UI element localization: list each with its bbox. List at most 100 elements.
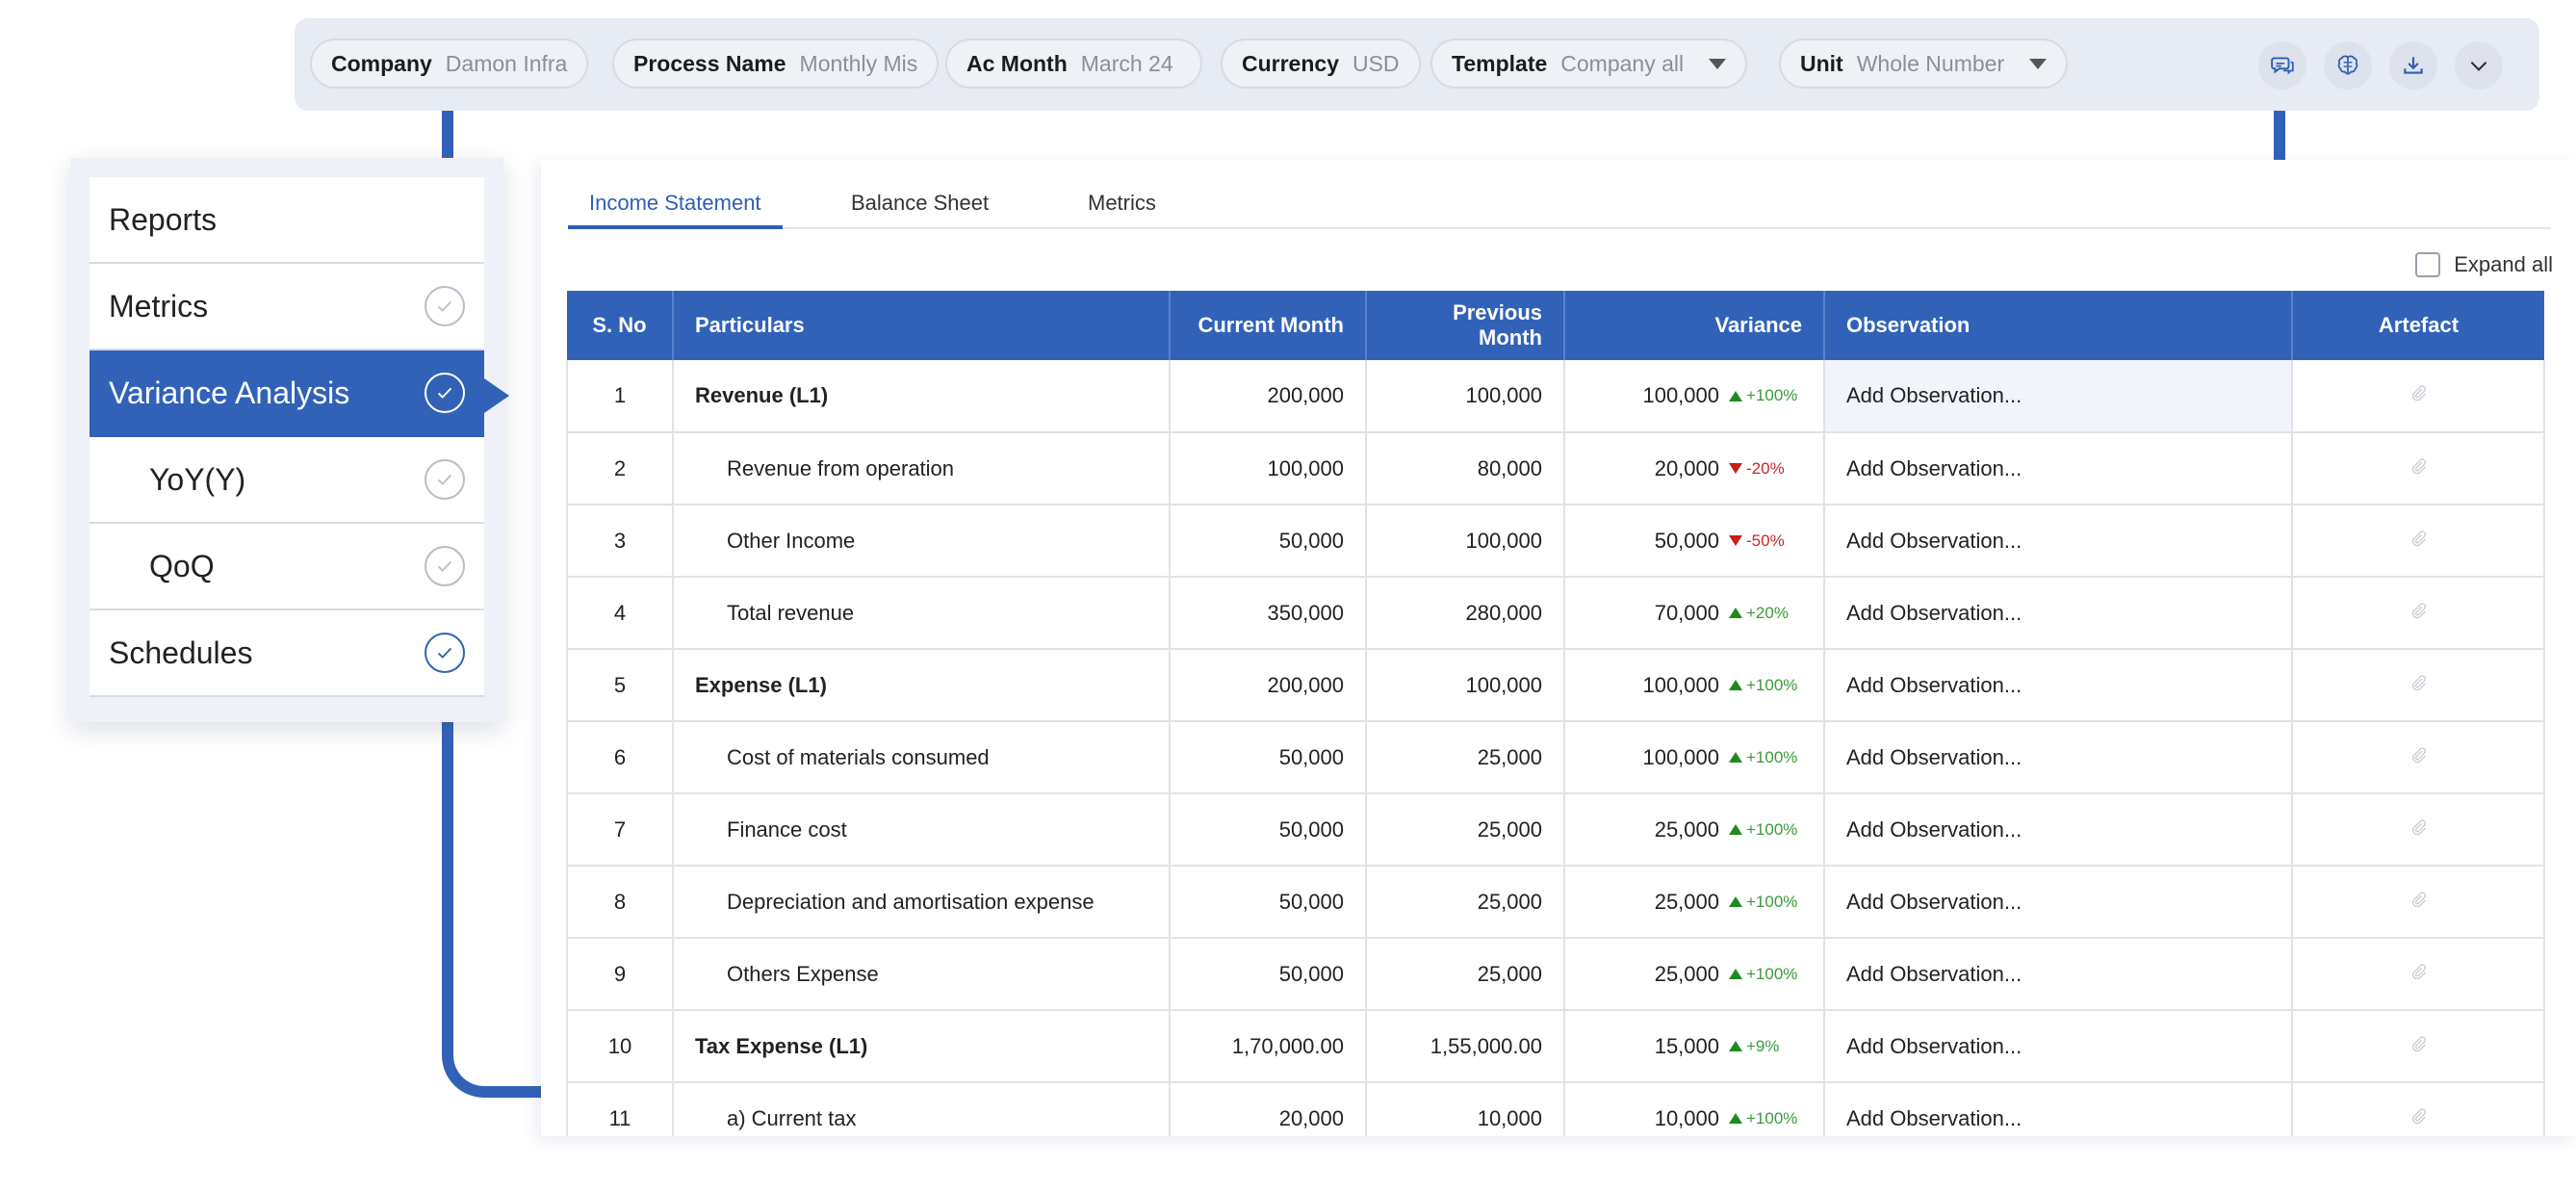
process-name-filter[interactable]: Process Name Monthly Mis <box>612 39 940 89</box>
menu-item-label: QoQ <box>149 548 215 583</box>
variance-badge: -20% <box>1729 459 1802 479</box>
menu-item-qoq[interactable]: QoQ <box>90 524 484 610</box>
header-sno: S. No <box>567 291 674 360</box>
tab-metrics[interactable]: Metrics <box>1088 191 1156 215</box>
variance-badge: -50% <box>1729 531 1802 551</box>
variance-percent: +100% <box>1746 747 1798 766</box>
variance-cell: 100,000 +100% <box>1564 649 1825 722</box>
menu-item-schedules[interactable]: Schedules <box>90 610 484 697</box>
artefact-cell[interactable] <box>2292 360 2545 433</box>
filter-value: USD <box>1352 50 1400 76</box>
add-observation-link[interactable]: Add Observation... <box>1824 1082 2293 1136</box>
sno-cell: 4 <box>566 577 674 650</box>
expand-all-toggle[interactable]: Expand all <box>2415 252 2553 277</box>
arrow-up-icon <box>1729 969 1742 979</box>
variance-badge: +20% <box>1729 604 1802 623</box>
company-filter[interactable]: Company Damon Infra <box>310 39 589 89</box>
variance-badge: +100% <box>1729 893 1802 912</box>
tab-balance-sheet[interactable]: Balance Sheet <box>851 191 990 215</box>
artefact-cell[interactable] <box>2292 577 2545 650</box>
ac-month-filter[interactable]: Ac Month March 24 <box>945 39 1202 89</box>
add-observation-link[interactable]: Add Observation... <box>1824 1010 2293 1083</box>
download-button[interactable] <box>2389 41 2437 90</box>
artefact-cell[interactable] <box>2292 866 2545 939</box>
variance-value: 50,000 <box>1654 528 1719 553</box>
filter-key: Template <box>1452 50 1548 76</box>
artefact-cell[interactable] <box>2292 432 2545 505</box>
ai-brain-button[interactable] <box>2324 41 2372 90</box>
unit-dropdown[interactable]: Unit Whole Number <box>1779 39 2069 89</box>
check-circle-icon <box>425 373 465 413</box>
particular-cell: a) Current tax <box>673 1082 1171 1136</box>
variance-cell: 25,000 +100% <box>1564 793 1825 867</box>
particular-cell: Revenue from operation <box>673 432 1171 505</box>
sno-cell: 3 <box>566 505 674 578</box>
variance-value: 100,000 <box>1642 383 1719 407</box>
add-observation-link[interactable]: Add Observation... <box>1824 649 2293 722</box>
variance-percent: +20% <box>1746 603 1789 622</box>
artefact-cell[interactable] <box>2292 721 2545 794</box>
add-observation-link[interactable]: Add Observation... <box>1824 938 2293 1011</box>
paperclip-icon <box>2412 746 2427 763</box>
artefact-cell[interactable] <box>2292 1082 2545 1136</box>
table-row: 5 Expense (L1) 200,000 100,000 100,000 +100% A… <box>566 649 2545 722</box>
expand-all-checkbox[interactable] <box>2415 252 2441 277</box>
artefact-cell[interactable] <box>2292 938 2545 1011</box>
previous-month-cell: 80,000 <box>1366 432 1565 505</box>
variance-cell: 25,000 +100% <box>1564 866 1825 939</box>
artefact-cell[interactable] <box>2292 505 2545 578</box>
add-observation-link[interactable]: Add Observation... <box>1824 866 2293 939</box>
particular-cell: Cost of materials consumed <box>673 721 1171 794</box>
menu-item-variance-analysis[interactable]: Variance Analysis <box>90 350 484 437</box>
check-circle-icon <box>425 633 465 673</box>
variance-value: 25,000 <box>1654 889 1719 914</box>
tab-income-statement[interactable]: Income Statement <box>568 191 783 229</box>
paperclip-icon <box>2412 530 2427 546</box>
artefact-cell[interactable] <box>2292 1010 2545 1083</box>
current-month-cell: 350,000 <box>1170 577 1367 650</box>
particular-cell: Revenue (L1) <box>673 360 1171 433</box>
variance-badge: +100% <box>1729 820 1802 840</box>
variance-percent: -20% <box>1746 458 1785 478</box>
add-observation-link[interactable]: Add Observation... <box>1824 360 2293 433</box>
variance-percent: +100% <box>1746 819 1798 839</box>
variance-cell: 25,000 +100% <box>1564 938 1825 1011</box>
menu-item-reports[interactable]: Reports <box>90 177 484 264</box>
table-row: 6 Cost of materials consumed 50,000 25,000 1… <box>566 721 2545 794</box>
table-row: 1 Revenue (L1) 200,000 100,000 100,000 +100% A… <box>566 360 2545 433</box>
previous-month-cell: 1,55,000.00 <box>1366 1010 1565 1083</box>
add-observation-link[interactable]: Add Observation... <box>1824 505 2293 578</box>
variance-percent: +100% <box>1746 675 1798 694</box>
particular-cell: Tax Expense (L1) <box>673 1010 1171 1083</box>
header-particulars: Particulars <box>673 291 1171 360</box>
collapse-button[interactable] <box>2455 41 2503 90</box>
menu-item-metrics[interactable]: Metrics <box>90 264 484 350</box>
arrow-up-icon <box>1729 824 1742 835</box>
paperclip-icon <box>2412 1035 2427 1051</box>
table-row: 9 Others Expense 50,000 25,000 25,000 +100% Ad… <box>566 938 2545 1011</box>
previous-month-cell: 25,000 <box>1366 793 1565 867</box>
add-observation-link[interactable]: Add Observation... <box>1824 577 2293 650</box>
add-observation-link[interactable]: Add Observation... <box>1824 432 2293 505</box>
previous-month-cell: 25,000 <box>1366 938 1565 1011</box>
artefact-cell[interactable] <box>2292 649 2545 722</box>
sno-cell: 10 <box>566 1010 674 1083</box>
add-observation-link[interactable]: Add Observation... <box>1824 793 2293 867</box>
sno-cell: 2 <box>566 432 674 505</box>
filter-value: March 24 <box>1080 50 1173 76</box>
filter-value: Monthly Mis <box>799 50 918 76</box>
variance-badge: +100% <box>1729 386 1802 405</box>
filter-key: Company <box>331 50 432 76</box>
variance-badge: +100% <box>1729 1109 1802 1128</box>
table-row: 7 Finance cost 50,000 25,000 25,000 +100% Add … <box>566 793 2545 867</box>
sno-cell: 7 <box>566 793 674 867</box>
template-dropdown[interactable]: Template Company all <box>1430 39 1748 89</box>
currency-filter[interactable]: Currency USD <box>1221 39 1421 89</box>
arrow-up-icon <box>1729 1041 1742 1051</box>
artefact-cell[interactable] <box>2292 793 2545 867</box>
add-observation-link[interactable]: Add Observation... <box>1824 721 2293 794</box>
variance-badge: +100% <box>1729 748 1802 767</box>
chat-button[interactable] <box>2258 41 2306 90</box>
menu-item-yoy[interactable]: YoY(Y) <box>90 437 484 524</box>
variance-badge: +9% <box>1729 1037 1802 1056</box>
